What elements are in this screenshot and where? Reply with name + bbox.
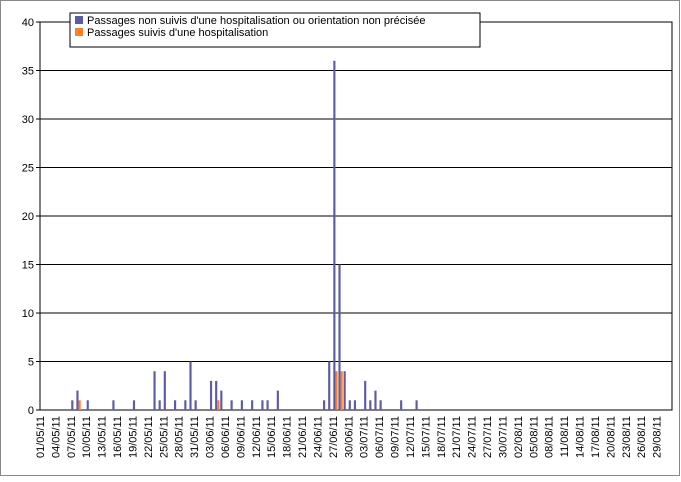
bar [217, 400, 220, 410]
x-tick-label: 20/08/11 [605, 416, 617, 458]
bar [343, 371, 346, 410]
legend-box [69, 12, 481, 48]
y-tick-label: 25 [22, 163, 34, 175]
x-tick-label: 07/05/11 [66, 416, 78, 458]
x-tick-label: 27/07/11 [482, 416, 494, 458]
x-tick-label: 03/06/11 [205, 416, 217, 458]
bar [276, 390, 279, 410]
bar [174, 400, 177, 410]
x-tick-label: 18/06/11 [282, 416, 294, 458]
bar [153, 371, 156, 410]
x-tick-label: 29/08/11 [652, 416, 664, 458]
bar [328, 361, 331, 410]
bar [112, 400, 115, 410]
x-tick-label: 14/08/11 [575, 416, 587, 458]
bar [158, 400, 161, 410]
y-tick-label: 40 [22, 17, 34, 29]
legend-swatch [75, 28, 83, 36]
x-tick-label: 27/06/11 [328, 416, 340, 458]
x-tick-label: 17/08/11 [590, 416, 602, 458]
bar [132, 400, 136, 410]
legend-label: Passages non suivis d'une hospitalisatio… [87, 15, 425, 27]
x-tick-label: 21/07/11 [451, 416, 463, 458]
bar [415, 400, 418, 410]
x-tick-label: 24/07/11 [467, 416, 479, 458]
bar [76, 390, 79, 410]
x-tick-label: 01/05/11 [35, 416, 47, 458]
bar [189, 361, 192, 410]
bar [209, 380, 213, 410]
bar [374, 390, 377, 410]
bar [251, 400, 254, 410]
bar [163, 371, 166, 410]
x-tick-label: 12/07/11 [405, 416, 417, 458]
bar [194, 400, 197, 410]
legend-label: Passages suivis d'une hospitalisation [87, 27, 268, 39]
bar [333, 60, 336, 411]
bar [86, 400, 89, 410]
x-tick-label: 12/06/11 [251, 416, 263, 458]
x-tick-label: 11/08/11 [559, 416, 571, 457]
x-tick-label: 25/05/11 [158, 416, 170, 458]
bar [78, 400, 81, 410]
bar [71, 400, 74, 410]
x-tick-label: 18/07/11 [436, 416, 448, 458]
x-tick-label: 03/07/11 [359, 416, 371, 458]
x-tick-label: 30/06/11 [343, 416, 355, 458]
bar [240, 400, 243, 410]
x-tick-label: 19/05/11 [127, 416, 139, 458]
x-tick-label: 28/05/11 [174, 416, 186, 458]
y-tick-label: 10 [22, 308, 34, 320]
bar [230, 400, 233, 410]
x-tick-label: 23/08/11 [621, 416, 633, 458]
x-tick-label: 24/06/11 [312, 416, 324, 458]
bar [323, 400, 326, 410]
x-tick-label: 30/07/11 [497, 416, 509, 458]
bar [335, 371, 338, 410]
x-tick-label: 09/06/11 [235, 416, 247, 458]
bar [369, 400, 372, 410]
y-tick-label: 0 [28, 405, 34, 417]
x-tick-label: 05/08/11 [528, 416, 540, 458]
x-tick-label: 08/08/11 [544, 416, 556, 458]
bar [400, 400, 403, 410]
bar [184, 400, 187, 410]
bar [220, 390, 223, 410]
bar [364, 380, 367, 410]
bar [353, 400, 356, 410]
bar [215, 380, 218, 410]
y-tick-label: 15 [22, 260, 34, 272]
y-tick-label: 5 [28, 357, 34, 369]
y-tick-label: 35 [22, 66, 34, 78]
x-tick-label: 15/07/11 [420, 416, 432, 458]
bar [261, 400, 264, 410]
x-tick-label: 26/08/11 [636, 416, 648, 458]
bar [266, 400, 269, 410]
legend-swatch [75, 16, 83, 24]
bar [338, 264, 341, 410]
x-tick-label: 09/07/11 [390, 416, 402, 458]
x-tick-label: 15/06/11 [266, 416, 278, 458]
x-tick-label: 06/07/11 [374, 416, 386, 458]
bar [379, 400, 382, 410]
x-tick-label: 04/05/11 [50, 416, 62, 458]
x-tick-label: 31/05/11 [189, 416, 201, 458]
x-tick-label: 10/05/11 [81, 416, 93, 458]
y-tick-label: 30 [22, 114, 34, 126]
y-tick-label: 20 [22, 211, 34, 223]
x-tick-label: 22/05/11 [143, 416, 155, 458]
bar [340, 371, 343, 410]
x-tick-label: 16/05/11 [112, 416, 124, 458]
x-tick-label: 02/08/11 [513, 416, 525, 458]
x-tick-label: 21/06/11 [297, 416, 309, 458]
x-tick-label: 13/05/11 [97, 416, 109, 458]
x-tick-label: 06/06/11 [220, 416, 232, 458]
bar [348, 400, 351, 410]
